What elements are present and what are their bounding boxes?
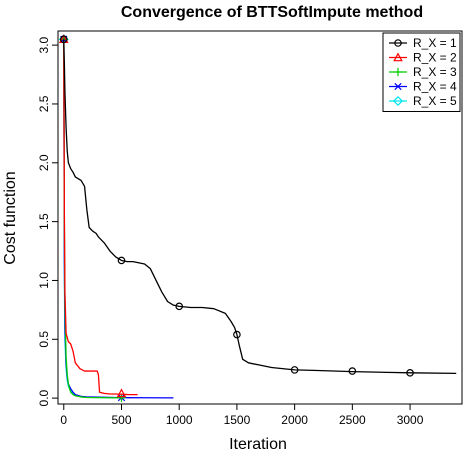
legend-label: R_X = 4 [413,80,457,94]
legend-marker [393,52,403,62]
series-marker [116,388,127,398]
y-tick-label: 0.0 [37,389,51,406]
series-line [63,39,124,399]
series-marker [175,302,184,311]
series-line [63,39,457,375]
y-tick-label: 1.0 [37,272,51,289]
series-marker [290,366,299,374]
y-axis: 0.0 0.5 1.0 1.5 2.0 2.5 3.0 [37,36,58,406]
y-tick-label: 2.0 [37,154,51,171]
x-tick-label: 500 [111,413,131,427]
x-tick-label: 0 [60,413,67,427]
x-tick-label: 3000 [397,413,424,427]
series-marker [117,256,126,265]
legend-item: R_X = 1 [389,36,457,50]
series-1 [59,35,457,377]
series-4 [60,35,174,402]
series-line [63,39,174,399]
y-axis-label: Cost function [2,171,19,264]
x-tick-label: 2500 [339,413,366,427]
series-2 [58,34,138,398]
series-marker [117,393,126,403]
legend-label: R_X = 1 [413,36,457,50]
x-tick-label: 1000 [166,413,193,427]
legend-label: R_X = 5 [413,94,457,108]
legend-item: R_X = 4 [389,80,457,94]
series-marker [233,330,241,339]
legend-item: R_X = 3 [389,65,457,79]
series-layer [58,34,457,403]
x-axis: 0 500 1000 1500 2000 2500 3000 [60,404,424,427]
legend-label: R_X = 3 [413,65,457,79]
series-3 [59,35,126,403]
y-tick-label: 0.5 [37,331,51,348]
series-marker [406,369,414,377]
series-marker [348,367,357,375]
legend-marker [394,39,402,47]
y-tick-label: 3.0 [37,36,51,53]
y-tick-label: 1.5 [37,213,51,230]
legend-marker [394,82,402,91]
legend-marker [393,67,403,77]
legend-item: R_X = 5 [389,94,457,108]
series-line [63,39,138,396]
x-tick-label: 1500 [224,413,251,427]
series-5 [58,34,122,399]
x-axis-label: Iteration [229,436,287,453]
legend-label: R_X = 2 [413,51,457,65]
series-marker [59,35,68,44]
legend-item: R_X = 2 [389,51,457,65]
legend: R_X = 1R_X = 2R_X = 3R_X = 4R_X = 5 [382,32,461,112]
x-tick-label: 2000 [281,413,308,427]
plot-frame [57,30,463,405]
series-line [63,39,122,399]
y-tick-label: 2.5 [37,95,51,112]
legend-marker [392,95,404,107]
chart-title: Convergence of BTTSoftImpute method [121,4,423,21]
